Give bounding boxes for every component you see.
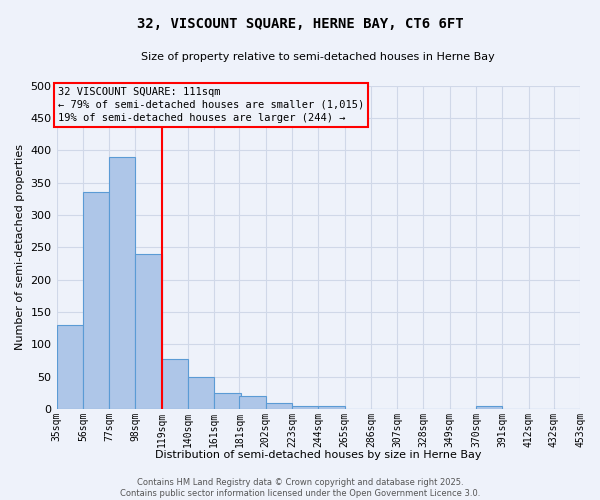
Bar	[318, 406, 344, 409]
Bar	[292, 406, 318, 409]
Bar	[162, 360, 188, 409]
Title: Size of property relative to semi-detached houses in Herne Bay: Size of property relative to semi-detach…	[142, 52, 495, 62]
Bar	[56, 325, 83, 409]
Text: 32, VISCOUNT SQUARE, HERNE BAY, CT6 6FT: 32, VISCOUNT SQUARE, HERNE BAY, CT6 6FT	[137, 18, 463, 32]
Text: Contains HM Land Registry data © Crown copyright and database right 2025.
Contai: Contains HM Land Registry data © Crown c…	[120, 478, 480, 498]
Bar	[109, 156, 136, 409]
Y-axis label: Number of semi-detached properties: Number of semi-detached properties	[15, 144, 25, 350]
Bar	[136, 254, 162, 409]
Bar	[266, 402, 292, 409]
Bar	[214, 393, 241, 409]
X-axis label: Distribution of semi-detached houses by size in Herne Bay: Distribution of semi-detached houses by …	[155, 450, 482, 460]
Bar	[239, 396, 266, 409]
Bar	[476, 406, 502, 409]
Text: 32 VISCOUNT SQUARE: 111sqm
← 79% of semi-detached houses are smaller (1,015)
19%: 32 VISCOUNT SQUARE: 111sqm ← 79% of semi…	[58, 87, 364, 123]
Bar	[83, 192, 109, 409]
Bar	[188, 377, 214, 409]
